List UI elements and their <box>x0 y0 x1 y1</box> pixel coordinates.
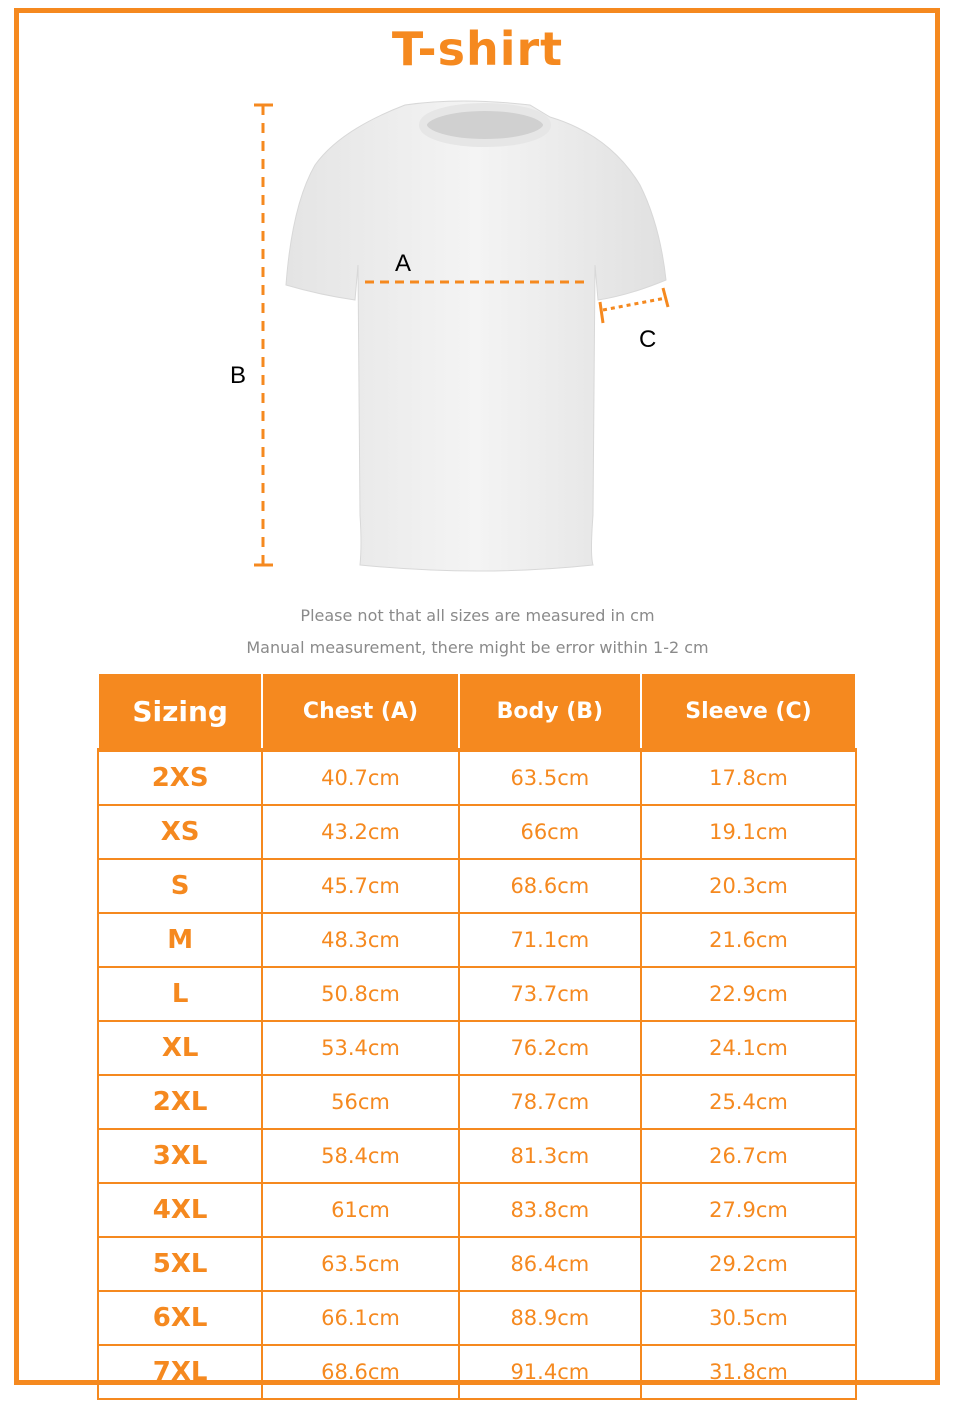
size-table: Sizing Chest (A) Body (B) Sleeve (C) 2XS… <box>96 672 858 1400</box>
cell-chest: 40.7cm <box>261 748 460 806</box>
cell-body: 76.2cm <box>457 1020 642 1076</box>
page-title: T-shirt <box>391 22 564 76</box>
cell-sleeve: 21.6cm <box>639 912 858 968</box>
cell-chest: 45.7cm <box>261 858 460 914</box>
cell-sleeve: 27.9cm <box>639 1182 858 1238</box>
cell-chest: 63.5cm <box>261 1236 460 1292</box>
cell-chest: 66.1cm <box>261 1290 460 1346</box>
cell-chest: 56cm <box>261 1074 460 1130</box>
cell-sleeve: 25.4cm <box>639 1074 858 1130</box>
cell-chest: 58.4cm <box>261 1128 460 1184</box>
cell-size: 6XL <box>96 1290 264 1346</box>
cell-chest: 48.3cm <box>261 912 460 968</box>
tshirt-shape <box>285 100 667 572</box>
cell-sleeve: 20.3cm <box>639 858 858 914</box>
cell-sleeve: 17.8cm <box>639 748 858 806</box>
label-a: A <box>395 250 411 277</box>
cell-size: S <box>96 858 264 914</box>
label-b: B <box>230 362 246 389</box>
cell-size: 2XS <box>96 748 264 806</box>
table-row: 2XS 40.7cm 63.5cm 17.8cm <box>96 748 858 806</box>
cell-sleeve: 31.8cm <box>639 1344 858 1400</box>
table-row: XS 43.2cm 66cm 19.1cm <box>96 804 858 860</box>
cell-size: 2XL <box>96 1074 264 1130</box>
table-row: M 48.3cm 71.1cm 21.6cm <box>96 912 858 968</box>
tshirt-diagram: A B C <box>230 100 670 572</box>
cell-sleeve: 26.7cm <box>639 1128 858 1184</box>
note-error: Manual measurement, there might be error… <box>246 638 709 657</box>
table-row: L 50.8cm 73.7cm 22.9cm <box>96 966 858 1022</box>
cell-chest: 61cm <box>261 1182 460 1238</box>
cell-body: 66cm <box>457 804 642 860</box>
header-body: Body (B) <box>457 672 642 751</box>
cell-size: L <box>96 966 264 1022</box>
cell-chest: 50.8cm <box>261 966 460 1022</box>
table-row: 7XL 68.6cm 91.4cm 31.8cm <box>96 1344 858 1400</box>
cell-body: 88.9cm <box>457 1290 642 1346</box>
header-chest: Chest (A) <box>261 672 460 751</box>
cell-sleeve: 19.1cm <box>639 804 858 860</box>
cell-sleeve: 24.1cm <box>639 1020 858 1076</box>
cell-body: 73.7cm <box>457 966 642 1022</box>
header-sleeve: Sleeve (C) <box>639 672 858 751</box>
header-sizing: Sizing <box>96 672 264 751</box>
cell-sleeve: 29.2cm <box>639 1236 858 1292</box>
cell-body: 86.4cm <box>457 1236 642 1292</box>
cell-chest: 68.6cm <box>261 1344 460 1400</box>
cell-size: M <box>96 912 264 968</box>
table-row: 4XL 61cm 83.8cm 27.9cm <box>96 1182 858 1238</box>
cell-body: 71.1cm <box>457 912 642 968</box>
cell-chest: 43.2cm <box>261 804 460 860</box>
cell-size: XS <box>96 804 264 860</box>
label-c: C <box>639 326 656 353</box>
cell-body: 83.8cm <box>457 1182 642 1238</box>
cell-sleeve: 22.9cm <box>639 966 858 1022</box>
cell-size: 5XL <box>96 1236 264 1292</box>
table-row: S 45.7cm 68.6cm 20.3cm <box>96 858 858 914</box>
cell-body: 91.4cm <box>457 1344 642 1400</box>
cell-size: 7XL <box>96 1344 264 1400</box>
cell-chest: 53.4cm <box>261 1020 460 1076</box>
table-header-row: Sizing Chest (A) Body (B) Sleeve (C) <box>96 672 858 751</box>
cell-body: 63.5cm <box>457 748 642 806</box>
measure-line-c <box>602 296 667 312</box>
table-row: 2XL 56cm 78.7cm 25.4cm <box>96 1074 858 1130</box>
table-row: 6XL 66.1cm 88.9cm 30.5cm <box>96 1290 858 1346</box>
cell-body: 68.6cm <box>457 858 642 914</box>
cell-size: XL <box>96 1020 264 1076</box>
table-row: 3XL 58.4cm 81.3cm 26.7cm <box>96 1128 858 1184</box>
table-row: 5XL 63.5cm 86.4cm 29.2cm <box>96 1236 858 1292</box>
table-row: XL 53.4cm 76.2cm 24.1cm <box>96 1020 858 1076</box>
note-units: Please not that all sizes are measured i… <box>300 606 655 625</box>
cell-body: 78.7cm <box>457 1074 642 1130</box>
cell-size: 4XL <box>96 1182 264 1238</box>
cell-sleeve: 30.5cm <box>639 1290 858 1346</box>
cell-body: 81.3cm <box>457 1128 642 1184</box>
cell-size: 3XL <box>96 1128 264 1184</box>
